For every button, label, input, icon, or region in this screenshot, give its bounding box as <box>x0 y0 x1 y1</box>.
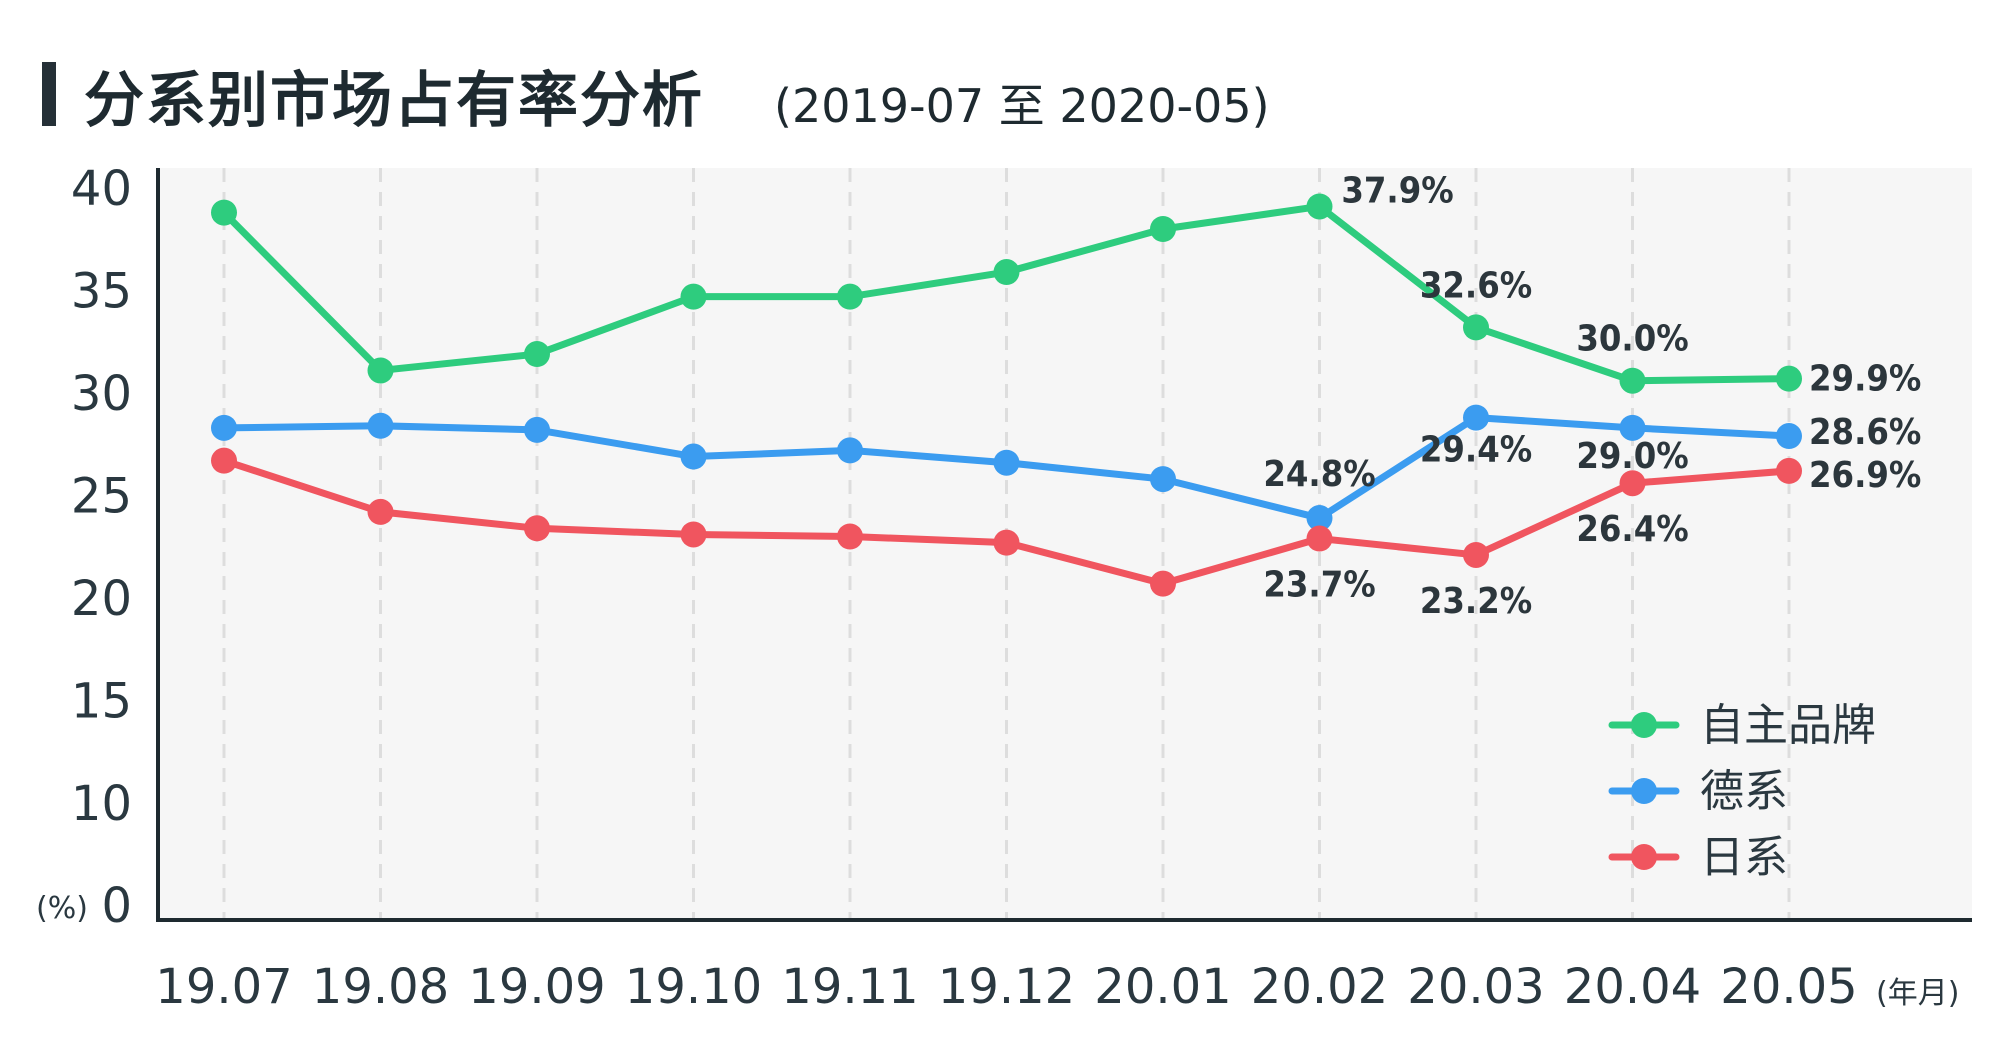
x-tick-label: 19.10 <box>625 959 762 1015</box>
axes <box>156 168 1972 922</box>
data-label: 24.8% <box>1263 454 1375 495</box>
x-tick-label: 20.03 <box>1407 959 1544 1015</box>
data-point <box>1150 570 1176 597</box>
data-point <box>993 529 1020 556</box>
data-point <box>1776 457 1802 484</box>
series-group <box>211 193 1802 597</box>
title-accent-bar <box>42 62 56 126</box>
data-label: 32.6% <box>1420 265 1532 306</box>
x-tick-label: 19.11 <box>781 959 918 1015</box>
x-tick-labels: 19.07 19.08 19.09 19.10 19.11 19.12 20.01 20.02… <box>155 959 1857 1015</box>
x-axis-unit: (年月) <box>1876 976 1959 1011</box>
data-labels: 37.9% 32.6% 30.0% 29.9% 24.8% 29.4% 29.0% 28.6%… <box>1263 170 1921 622</box>
data-point <box>1463 314 1489 341</box>
data-point <box>993 259 1020 286</box>
data-point <box>837 283 863 310</box>
data-point <box>1619 414 1646 441</box>
data-point <box>1619 367 1646 394</box>
data-point <box>367 412 394 439</box>
x-tick-label: 19.07 <box>155 959 292 1015</box>
data-point <box>524 341 550 368</box>
y-tick-label: 15 <box>71 674 132 730</box>
chart-subtitle: (2019-07 至 2020-05) <box>774 79 1270 133</box>
data-point <box>1776 423 1802 450</box>
y-tick-label: 0 <box>101 878 132 934</box>
y-tick-label: 10 <box>71 776 132 832</box>
data-label: 29.0% <box>1576 436 1688 477</box>
data-point <box>680 521 707 548</box>
x-tick-label: 20.02 <box>1251 959 1388 1015</box>
x-tick-label: 20.05 <box>1720 959 1857 1015</box>
data-point <box>1150 216 1176 242</box>
x-tick-label: 19.08 <box>312 959 449 1015</box>
data-label: 29.9% <box>1809 359 1921 400</box>
data-point <box>837 523 863 550</box>
y-tick-label: 20 <box>71 571 132 627</box>
data-point <box>524 416 550 443</box>
data-point <box>1619 470 1646 497</box>
data-point <box>993 449 1020 476</box>
data-point <box>367 498 394 525</box>
data-label: 23.2% <box>1420 581 1532 622</box>
legend-label: 日系 <box>1700 832 1788 883</box>
data-point <box>211 447 237 474</box>
data-label: 23.7% <box>1263 565 1375 606</box>
x-tick-label: 20.01 <box>1094 959 1231 1015</box>
y-tick-label: 25 <box>71 469 132 525</box>
y-tick-label: 30 <box>71 366 132 422</box>
legend-marker <box>1631 844 1657 870</box>
data-label: 26.9% <box>1809 455 1921 496</box>
data-point <box>680 443 707 470</box>
data-point <box>524 515 550 542</box>
data-point <box>1306 525 1333 552</box>
data-label: 26.4% <box>1576 509 1688 550</box>
data-point <box>211 414 237 441</box>
data-point <box>1776 365 1802 392</box>
data-point <box>1150 466 1176 493</box>
data-point <box>211 199 237 226</box>
data-point <box>367 357 394 384</box>
data-point <box>1463 541 1489 568</box>
y-axis-unit: (%) <box>36 891 88 926</box>
data-label: 30.0% <box>1576 319 1688 360</box>
y-tick-labels: 0 10 15 20 25 30 35 40 <box>71 161 132 934</box>
x-tick-label: 19.09 <box>468 959 605 1015</box>
chart-title: 分系别市场占有率分析 <box>84 66 704 136</box>
legend-marker <box>1631 712 1657 738</box>
data-point <box>1306 193 1333 220</box>
legend-label: 德系 <box>1700 766 1788 817</box>
data-point <box>837 437 863 464</box>
data-point <box>1306 505 1333 532</box>
data-point <box>680 283 707 310</box>
data-label: 37.9% <box>1341 170 1453 211</box>
plot-background <box>158 168 1972 920</box>
legend-label: 自主品牌 <box>1700 700 1876 751</box>
data-point <box>1463 404 1489 431</box>
x-tick-label: 20.04 <box>1564 959 1701 1015</box>
y-tick-label: 40 <box>71 161 132 217</box>
data-label: 29.4% <box>1420 430 1532 471</box>
data-label: 28.6% <box>1809 412 1921 453</box>
legend-marker <box>1631 778 1657 804</box>
x-tick-label: 19.12 <box>938 959 1075 1015</box>
y-tick-label: 35 <box>71 264 132 320</box>
